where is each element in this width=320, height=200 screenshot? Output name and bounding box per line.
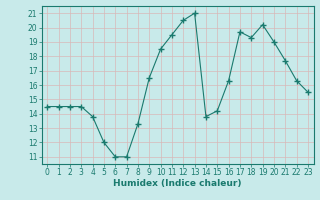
X-axis label: Humidex (Indice chaleur): Humidex (Indice chaleur) (113, 179, 242, 188)
